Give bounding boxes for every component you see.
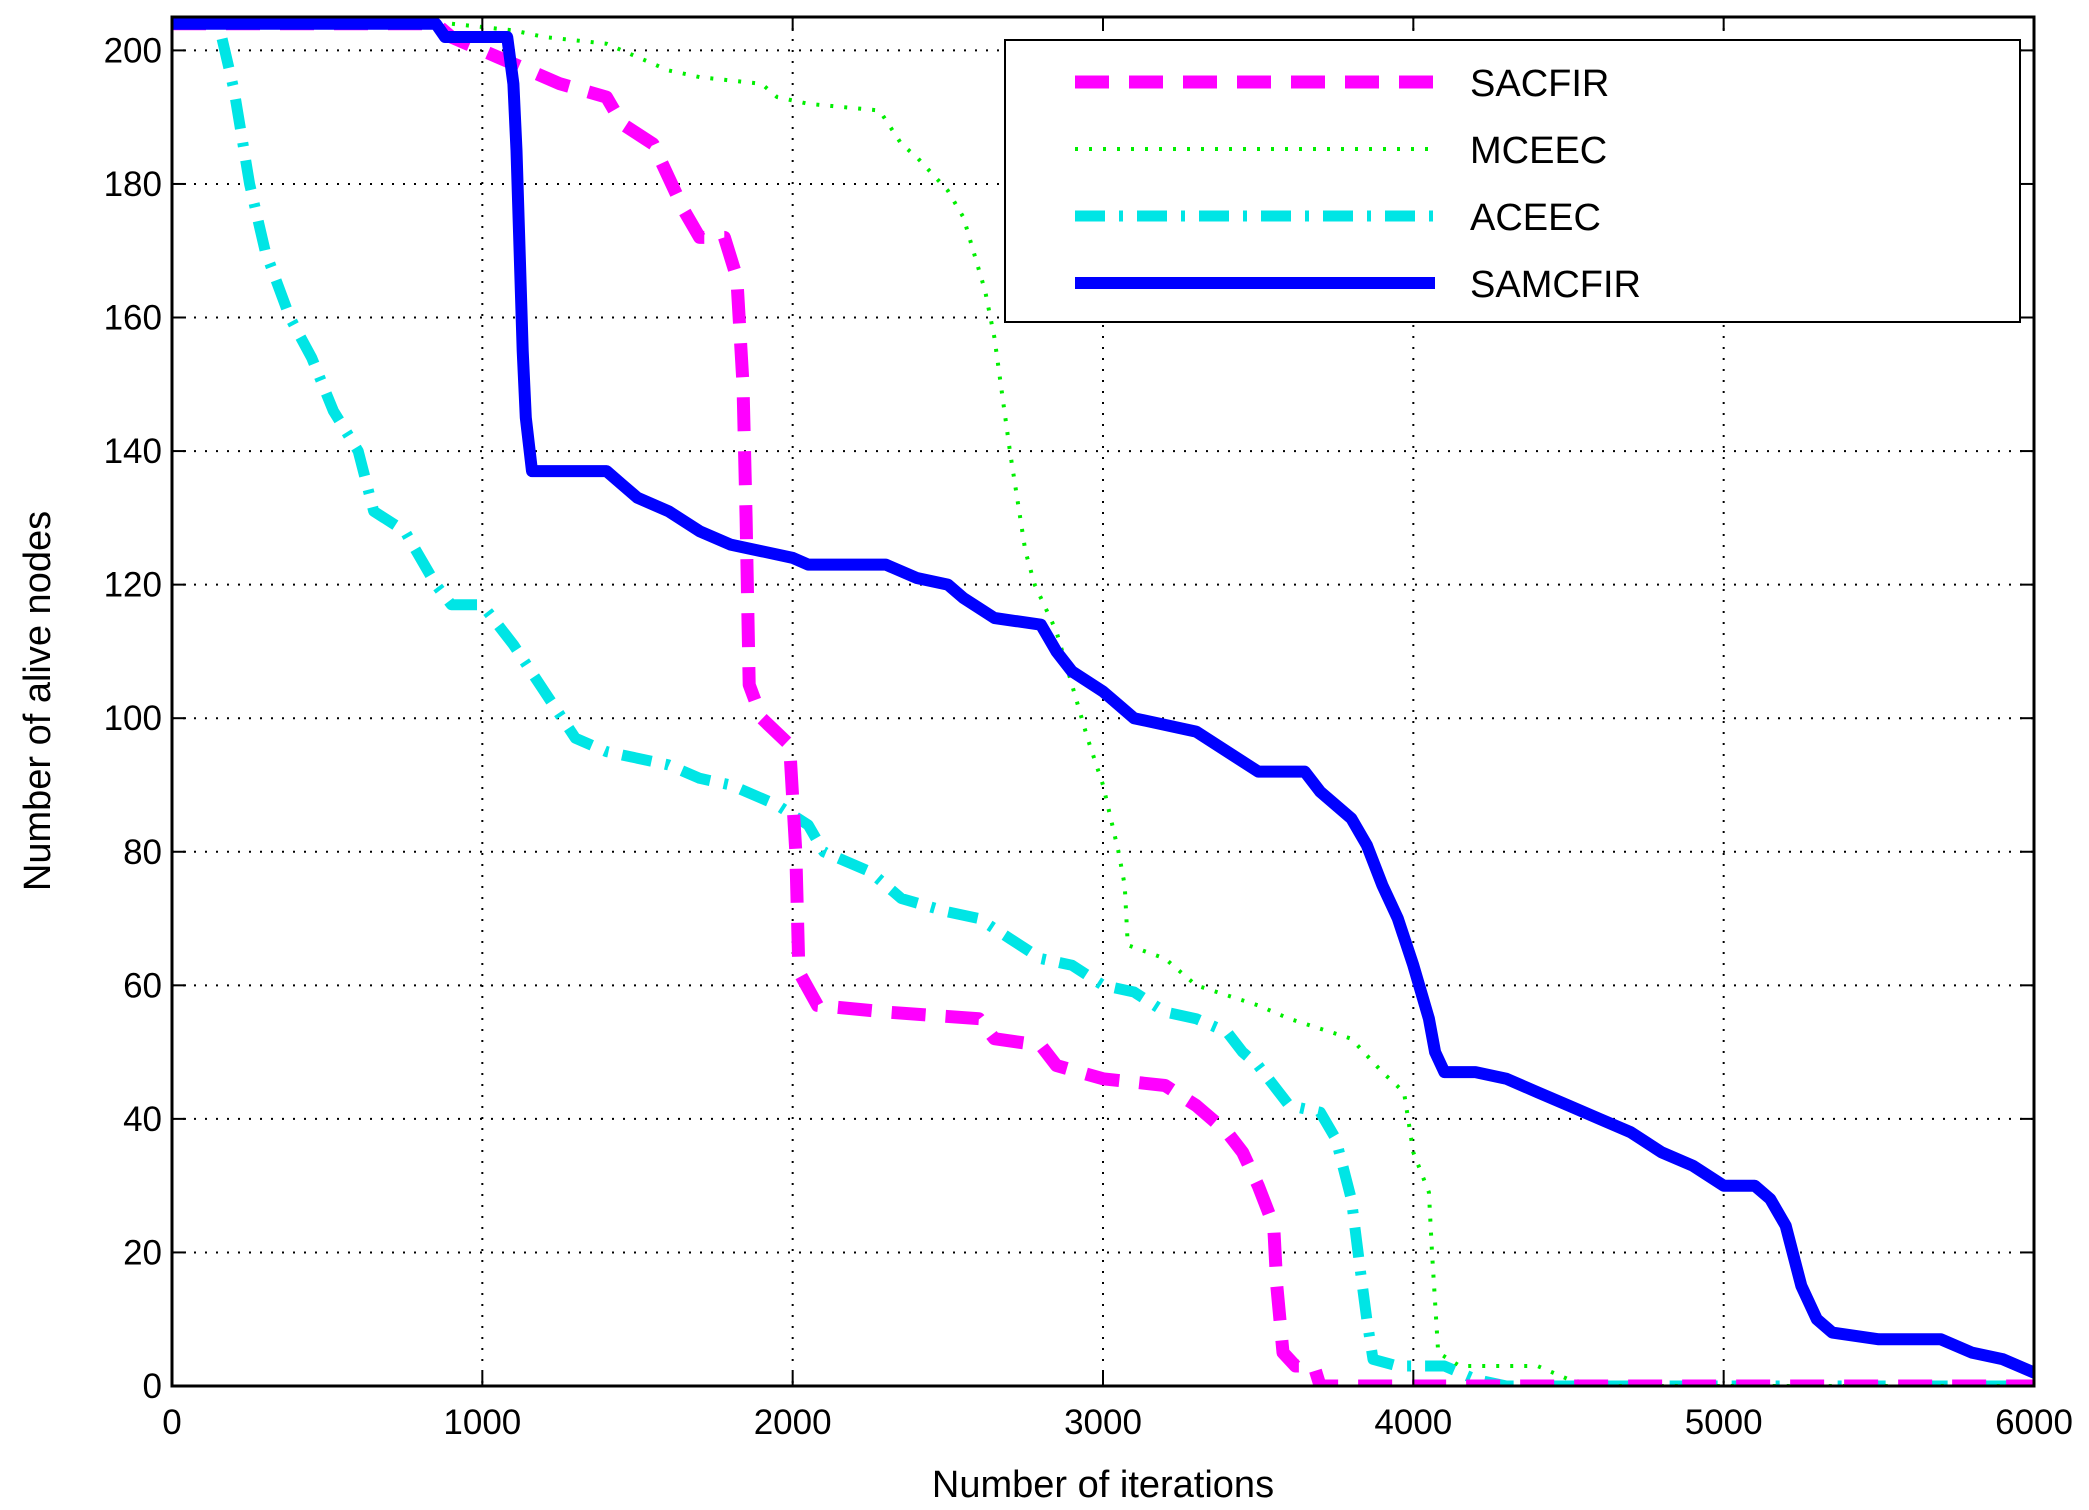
y-axis-title: Number of alive nodes [17, 511, 59, 891]
y-tick-label: 60 [123, 966, 162, 1005]
series-layer [172, 17, 2034, 1386]
legend-label-aceec: ACEEC [1470, 197, 1601, 239]
x-tick-label: 2000 [754, 1403, 832, 1442]
x-tick-label: 4000 [1374, 1403, 1452, 1442]
x-tick-label: 5000 [1685, 1403, 1763, 1442]
y-tick-label: 0 [143, 1367, 162, 1406]
legend: SACFIR MCEEC ACEEC SAMCFIR [1004, 39, 2021, 323]
x-tick-label: 0 [162, 1403, 181, 1442]
x-tick-label: 1000 [443, 1403, 521, 1442]
y-tick-label: 80 [123, 833, 162, 872]
legend-label-sacfir: SACFIR [1470, 63, 1609, 105]
y-tick-label: 20 [123, 1233, 162, 1272]
y-tick-label: 120 [104, 566, 162, 605]
x-axis-title: Number of iterations [932, 1464, 1274, 1506]
y-tick-label: 180 [104, 165, 162, 204]
y-tick-label: 200 [104, 31, 162, 70]
axis-tick-labels: 0 1000 2000 3000 4000 5000 6000 0 20 40 60 80 100 120… [104, 31, 2073, 1442]
legend-label-mceec: MCEEC [1470, 130, 1607, 172]
series-line-aceec [172, 18, 2034, 1386]
series-line-samcfir [172, 17, 2034, 1379]
y-tick-label: 140 [104, 432, 162, 471]
legend-label-samcfir: SAMCFIR [1470, 264, 1641, 306]
x-tick-label: 6000 [1995, 1403, 2073, 1442]
x-tick-label: 3000 [1064, 1403, 1142, 1442]
y-tick-label: 160 [104, 299, 162, 338]
legend-box [1004, 39, 2021, 323]
series-line-sacfir [172, 17, 2034, 1386]
y-tick-label: 100 [104, 699, 162, 738]
y-tick-label: 40 [123, 1100, 162, 1139]
axis-ticks [171, 17, 2035, 1387]
